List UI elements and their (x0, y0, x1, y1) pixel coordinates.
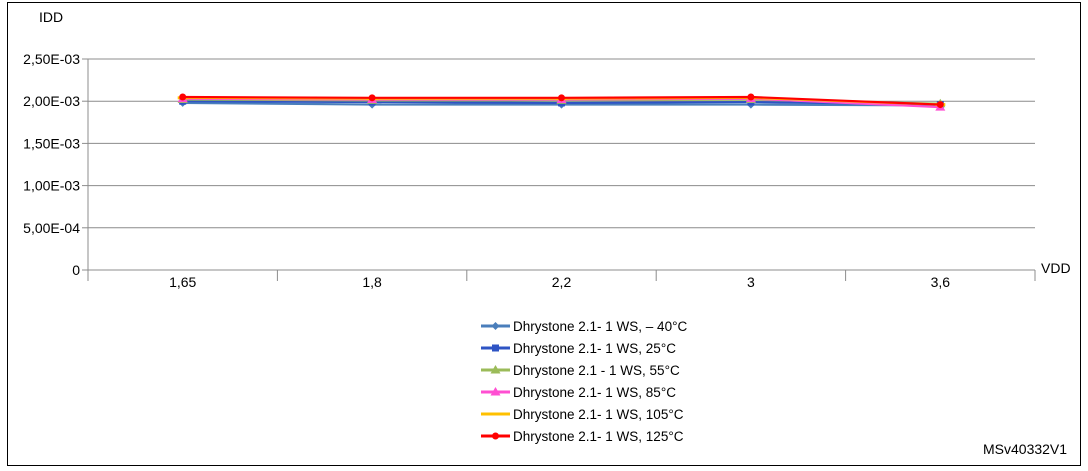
legend-marker (491, 322, 500, 330)
x-tick-label: 2,2 (552, 274, 572, 290)
data-point (747, 93, 755, 101)
legend-item: Dhrystone 2.1- 1 WS, 125°C (481, 429, 684, 444)
legend-marker (492, 432, 499, 440)
legend-label: Dhrystone 2.1- 1 WS, 105°C (513, 407, 684, 422)
legend-item: Dhrystone 2.1- 1 WS, – 40°C (481, 319, 687, 334)
legend-marker (490, 365, 501, 374)
data-point (936, 101, 944, 109)
legend-label: Dhrystone 2.1 - 1 WS, 55°C (513, 363, 680, 378)
legend-label: Dhrystone 2.1- 1 WS, 125°C (513, 429, 684, 444)
data-point (558, 94, 565, 102)
y-axis-title: IDD (39, 9, 63, 25)
figure-reference-code: MSv40332V1 (983, 441, 1067, 457)
y-tick-label: 5,00E-04 (23, 220, 80, 236)
y-tick-label: 2,00E-03 (23, 93, 80, 109)
figure-frame (7, 2, 1081, 466)
y-tick-label: 1,00E-03 (23, 178, 80, 194)
y-tick-label: 1,50E-03 (23, 135, 80, 151)
legend-marker (492, 344, 499, 352)
x-tick-label: 3,6 (931, 274, 951, 290)
series-group (179, 93, 944, 109)
legend-marker (490, 412, 501, 416)
y-tick-label: 2,50E-03 (23, 51, 80, 67)
legend-item: Dhrystone 2.1- 1 WS, 25°C (481, 341, 676, 356)
x-tick-label: 3 (747, 274, 755, 290)
y-tick-label: 0 (72, 262, 80, 278)
legend-item: Dhrystone 2.1- 1 WS, 105°C (481, 407, 684, 422)
data-point (179, 93, 187, 101)
x-tick-label: 1,8 (362, 274, 382, 290)
legend-label: Dhrystone 2.1- 1 WS, 25°C (513, 341, 676, 356)
legend-marker (490, 387, 501, 396)
legend-label: Dhrystone 2.1- 1 WS, 85°C (513, 385, 676, 400)
legend-item: Dhrystone 2.1- 1 WS, 85°C (481, 385, 676, 400)
legend-label: Dhrystone 2.1- 1 WS, – 40°C (513, 319, 687, 334)
data-point (368, 94, 376, 102)
x-tick-label: 1,65 (169, 274, 196, 290)
legend-item: Dhrystone 2.1 - 1 WS, 55°C (481, 363, 680, 378)
x-axis-title: VDD (1041, 260, 1071, 276)
